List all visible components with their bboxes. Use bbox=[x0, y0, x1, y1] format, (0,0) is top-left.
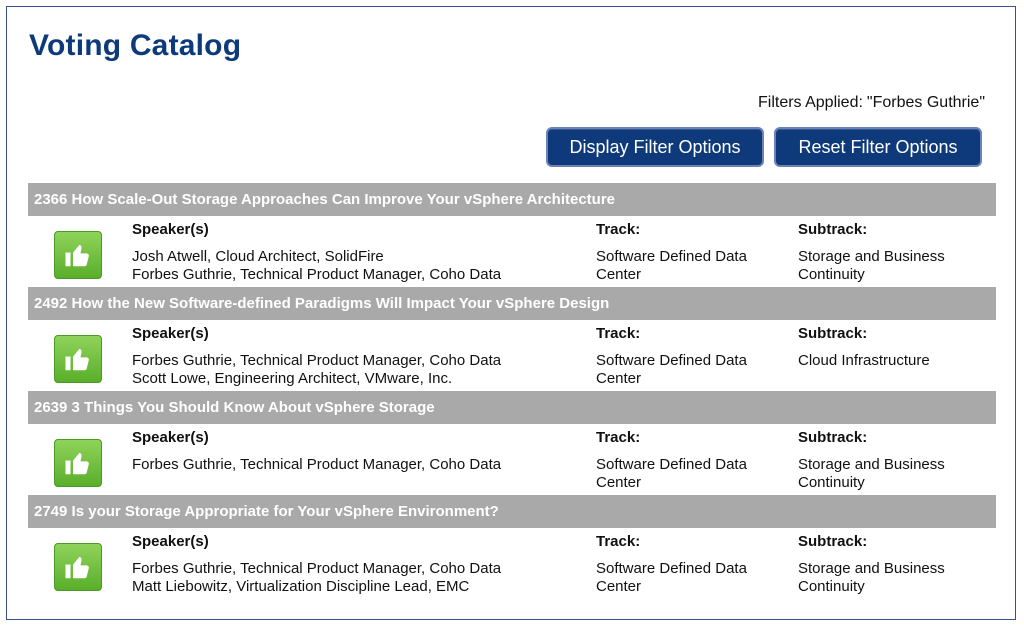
speakers-label: Speaker(s) bbox=[132, 325, 209, 342]
track-label: Track: bbox=[596, 325, 641, 342]
track-label: Track: bbox=[596, 429, 641, 446]
session-title: How Scale-Out Storage Approaches Can Imp… bbox=[71, 191, 616, 208]
subtrack-label: Subtrack: bbox=[798, 325, 868, 342]
subtrack-line: Storage and Business bbox=[798, 560, 945, 577]
reset-filter-options-button[interactable]: Reset Filter Options bbox=[774, 127, 982, 167]
subtrack-line: Storage and Business bbox=[798, 456, 945, 473]
subtrack-label: Subtrack: bbox=[798, 429, 868, 446]
subtrack-line: Continuity bbox=[798, 578, 865, 595]
track-label: Track: bbox=[596, 221, 641, 238]
subtrack-line: Continuity bbox=[798, 474, 865, 491]
subtrack-column: Subtrack: Storage and Business Continuit… bbox=[798, 533, 988, 596]
subtrack-column: Subtrack: Storage and Business Continuit… bbox=[798, 429, 988, 492]
filters-label: Filters Applied: bbox=[757, 94, 863, 111]
subtrack-label: Subtrack: bbox=[798, 533, 868, 550]
track-line: Software Defined Data bbox=[596, 352, 747, 369]
track-column: Track: Software Defined Data Center bbox=[596, 325, 786, 388]
thumbs-up-icon bbox=[65, 245, 89, 267]
track-column: Track: Software Defined Data Center bbox=[596, 533, 786, 596]
track-label: Track: bbox=[596, 533, 641, 550]
vote-button[interactable] bbox=[54, 335, 102, 383]
session-title-bar[interactable]: 2749 Is your Storage Appropriate for You… bbox=[28, 495, 996, 528]
speakers-label: Speaker(s) bbox=[132, 429, 209, 446]
session-details: Speaker(s) Forbes Guthrie, Technical Pro… bbox=[28, 528, 996, 599]
speakers-column: Speaker(s) Josh Atwell, Cloud Architect,… bbox=[132, 221, 587, 284]
subtrack-line: Continuity bbox=[798, 266, 865, 283]
speaker-line: Matt Liebowitz, Virtualization Disciplin… bbox=[132, 578, 470, 595]
thumbs-up-icon bbox=[65, 349, 89, 371]
filter-buttons: Display Filter Options Reset Filter Opti… bbox=[546, 127, 982, 167]
speakers-column: Speaker(s) Forbes Guthrie, Technical Pro… bbox=[132, 533, 587, 596]
subtrack-line: Cloud Infrastructure bbox=[798, 352, 930, 369]
speakers-label: Speaker(s) bbox=[132, 221, 209, 238]
session-id: 2492 bbox=[34, 295, 68, 312]
track-line: Center bbox=[596, 474, 642, 491]
session-id: 2639 bbox=[34, 399, 68, 416]
session-title: 3 Things You Should Know About vSphere S… bbox=[71, 399, 435, 416]
vote-button[interactable] bbox=[54, 543, 102, 591]
session-title-bar[interactable]: 2639 3 Things You Should Know About vSph… bbox=[28, 391, 996, 424]
track-line: Center bbox=[596, 266, 642, 283]
speaker-line: Forbes Guthrie, Technical Product Manage… bbox=[132, 352, 502, 369]
track-column: Track: Software Defined Data Center bbox=[596, 221, 786, 284]
session-item: 2492 How the New Software-defined Paradi… bbox=[28, 287, 996, 391]
speaker-line: Scott Lowe, Engineering Architect, VMwar… bbox=[132, 370, 453, 387]
speaker-line: Forbes Guthrie, Technical Product Manage… bbox=[132, 560, 502, 577]
thumbs-up-icon bbox=[65, 557, 89, 579]
subtrack-label: Subtrack: bbox=[798, 221, 868, 238]
track-line: Center bbox=[596, 578, 642, 595]
session-id: 2366 bbox=[34, 191, 68, 208]
subtrack-line: Storage and Business bbox=[798, 248, 945, 265]
speakers-column: Speaker(s) Forbes Guthrie, Technical Pro… bbox=[132, 325, 587, 388]
speaker-line: Forbes Guthrie, Technical Product Manage… bbox=[132, 456, 502, 473]
session-item: 2639 3 Things You Should Know About vSph… bbox=[28, 391, 996, 495]
speaker-line: Forbes Guthrie, Technical Product Manage… bbox=[132, 266, 502, 283]
subtrack-column: Subtrack: Storage and Business Continuit… bbox=[798, 221, 988, 284]
session-title-bar[interactable]: 2366 How Scale-Out Storage Approaches Ca… bbox=[28, 183, 996, 216]
session-title: How the New Software-defined Paradigms W… bbox=[71, 295, 610, 312]
track-line: Software Defined Data bbox=[596, 456, 747, 473]
session-details: Speaker(s) Josh Atwell, Cloud Architect,… bbox=[28, 216, 996, 287]
track-line: Center bbox=[596, 370, 642, 387]
track-line: Software Defined Data bbox=[596, 248, 747, 265]
catalog-frame: Voting Catalog Filters Applied: "Forbes G… bbox=[6, 6, 1016, 620]
subtrack-column: Subtrack: Cloud Infrastructure bbox=[798, 325, 988, 370]
speaker-line: Josh Atwell, Cloud Architect, SolidFire bbox=[132, 248, 384, 265]
session-item: 2366 How Scale-Out Storage Approaches Ca… bbox=[28, 183, 996, 287]
thumbs-up-icon bbox=[65, 453, 89, 475]
display-filter-options-button[interactable]: Display Filter Options bbox=[546, 127, 764, 167]
page-title: Voting Catalog bbox=[29, 29, 242, 62]
track-line: Software Defined Data bbox=[596, 560, 747, 577]
filters-applied: Filters Applied: "Forbes Guthrie" bbox=[758, 94, 985, 112]
session-id: 2749 bbox=[34, 503, 68, 520]
vote-button[interactable] bbox=[54, 439, 102, 487]
session-list: 2366 How Scale-Out Storage Approaches Ca… bbox=[28, 183, 996, 599]
session-title: Is your Storage Appropriate for Your vSp… bbox=[71, 503, 499, 520]
session-title-bar[interactable]: 2492 How the New Software-defined Paradi… bbox=[28, 287, 996, 320]
session-details: Speaker(s) Forbes Guthrie, Technical Pro… bbox=[28, 424, 996, 495]
speakers-label: Speaker(s) bbox=[132, 533, 209, 550]
speakers-column: Speaker(s) Forbes Guthrie, Technical Pro… bbox=[132, 429, 587, 474]
session-item: 2749 Is your Storage Appropriate for You… bbox=[28, 495, 996, 599]
filters-value: "Forbes Guthrie" bbox=[866, 94, 985, 111]
vote-button[interactable] bbox=[54, 231, 102, 279]
session-details: Speaker(s) Forbes Guthrie, Technical Pro… bbox=[28, 320, 996, 391]
track-column: Track: Software Defined Data Center bbox=[596, 429, 786, 492]
